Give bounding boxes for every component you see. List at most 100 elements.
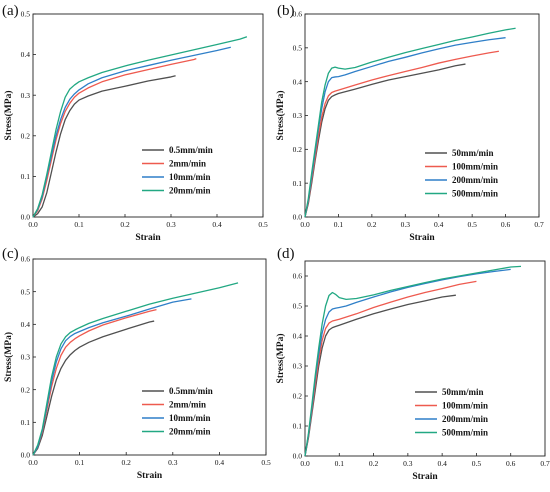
x-tick-label: 0.1 <box>74 220 84 229</box>
legend-entry: 200mm/min <box>452 175 498 185</box>
legend-entry: 2mm/min <box>169 159 206 169</box>
legend-entry: 10mm/min <box>169 172 211 182</box>
y-tick-label: 0.4 <box>21 50 31 59</box>
y-tick-label: 0.1 <box>293 179 303 188</box>
x-tick-label: 0.1 <box>335 459 345 468</box>
y-tick-label: 0.1 <box>21 172 31 181</box>
chart-panel: 0.0 0.1 0.2 0.3 0.4 0.5 0.0 0.1 0.2 0.3 0.4 0.5 0.6 S… <box>0 243 275 487</box>
y-tick-label: 0.3 <box>21 91 31 100</box>
y-tick-label: 0.4 <box>293 77 303 86</box>
x-tick-label: 0.2 <box>120 220 130 229</box>
x-tick-label: 0.2 <box>369 459 379 468</box>
series-line <box>32 36 248 218</box>
y-tick-label: 0.3 <box>21 353 31 362</box>
y-tick-label: 0.1 <box>293 422 303 431</box>
chart-panel: 0.0 0.1 0.2 0.3 0.4 0.5 0.0 0.1 0.2 0.3 0.4 0.5 Stra… <box>0 0 275 243</box>
x-tick-label: 0.3 <box>403 459 413 468</box>
legend-entry: 20mm/min <box>169 427 211 437</box>
x-tick-label: 0.2 <box>122 458 132 467</box>
series-line <box>32 75 176 218</box>
y-tick-label: 0.5 <box>21 10 31 19</box>
chart-svg: 0.0 0.1 0.2 0.3 0.4 0.5 0.0 0.1 0.2 0.3 0.4 0.5 Stra… <box>2 3 268 243</box>
y-tick-label: 0.4 <box>21 320 31 329</box>
series-line <box>304 50 499 218</box>
x-tick-label: 0.2 <box>367 220 377 229</box>
x-tick-label: 0.7 <box>540 459 550 468</box>
x-tick-label: 0.6 <box>506 459 516 468</box>
y-tick-label: 0.0 <box>21 213 31 222</box>
x-tick-label: 0.4 <box>212 220 222 229</box>
x-tick-label: 0.7 <box>534 220 544 229</box>
y-tick-label: 0.2 <box>293 392 303 401</box>
chart-svg: 0.0 0.1 0.2 0.3 0.4 0.5 0.0 0.1 0.2 0.3 0.4 0.5 0.6 S… <box>2 246 271 481</box>
legend-entry: 0.5mm/min <box>169 145 213 155</box>
y-tick-label: 0.0 <box>293 452 303 461</box>
series-line <box>32 282 239 456</box>
panel-label: (b) <box>277 3 295 19</box>
y-tick-label: 0.2 <box>21 385 31 394</box>
x-tick-label: 0.5 <box>261 458 271 467</box>
x-tick-label: 0.3 <box>401 220 411 229</box>
series-line <box>304 294 456 457</box>
x-tick-label: 0.0 <box>28 458 38 467</box>
y-tick-label: 0.6 <box>21 255 31 264</box>
x-tick-label: 0.3 <box>168 458 178 467</box>
legend-entry: 100mm/min <box>452 162 498 172</box>
chart-panel: 0.0 0.1 0.2 0.3 0.4 0.5 0.6 0.7 0.0 0.1 0.2 0.3 0.4 0… <box>275 243 550 487</box>
y-tick-label: 0.5 <box>293 43 303 52</box>
y-axis-title: Stress(MPa) <box>275 334 286 384</box>
y-axis-title: Stress(MPa) <box>3 332 14 382</box>
x-tick-label: 0.4 <box>215 458 225 467</box>
legend-entry: 100mm/min <box>442 401 488 411</box>
y-axis-title: Stress(MPa) <box>275 91 286 141</box>
y-tick-label: 0.6 <box>293 10 303 19</box>
legend-entry: 10mm/min <box>169 413 211 423</box>
y-tick-label: 0.1 <box>21 418 31 427</box>
legend-entry: 50mm/min <box>442 387 484 397</box>
legend-entry: 50mm/min <box>452 148 494 158</box>
chart-panel: 0.0 0.1 0.2 0.3 0.4 0.5 0.6 0.7 0.0 0.1 0.2 0.3 0.4 0… <box>275 0 550 243</box>
y-tick-label: 0.3 <box>293 362 303 371</box>
plot-frame <box>304 13 540 218</box>
x-tick-label: 0.3 <box>166 220 176 229</box>
legend-entry: 0.5mm/min <box>169 386 213 396</box>
y-axis-title: Stress(MPa) <box>3 91 14 141</box>
chart-svg: 0.0 0.1 0.2 0.3 0.4 0.5 0.6 0.7 0.0 0.1 0.2 0.3 0.4 0… <box>275 3 544 243</box>
plot-frame <box>32 13 264 218</box>
legend-entry: 20mm/min <box>169 186 211 196</box>
x-tick-label: 0.1 <box>75 458 85 467</box>
y-tick-label: 0.4 <box>293 332 303 341</box>
plot-frame <box>304 260 546 457</box>
x-tick-label: 0.6 <box>501 220 511 229</box>
x-axis-title: Strain <box>409 233 435 243</box>
x-axis-title: Strain <box>137 471 163 481</box>
panel-label: (c) <box>2 246 19 262</box>
legend-entry: 500mm/min <box>442 428 488 438</box>
legend-entry: 2mm/min <box>169 400 206 410</box>
x-tick-label: 0.1 <box>334 220 344 229</box>
x-tick-label: 0.0 <box>300 220 310 229</box>
x-tick-label: 0.5 <box>472 459 482 468</box>
y-tick-label: 0.2 <box>21 131 31 140</box>
y-tick-label: 0.3 <box>293 111 303 120</box>
x-tick-label: 0.5 <box>467 220 477 229</box>
panel-label: (a) <box>2 3 19 19</box>
y-tick-label: 0.5 <box>21 287 31 296</box>
y-tick-label: 0.0 <box>293 213 303 222</box>
y-tick-label: 0.5 <box>293 302 303 311</box>
series-line <box>32 58 197 218</box>
series-line <box>304 265 522 457</box>
panel-label: (d) <box>277 246 295 262</box>
x-axis-title: Strain <box>135 233 161 243</box>
legend-entry: 200mm/min <box>442 414 488 424</box>
x-axis-title: Strain <box>412 472 438 482</box>
x-tick-label: 0.0 <box>300 459 310 468</box>
series-line <box>32 320 155 456</box>
y-tick-label: 0.6 <box>293 272 303 281</box>
x-tick-label: 0.4 <box>434 220 444 229</box>
series-line <box>304 27 516 218</box>
x-tick-label: 0.0 <box>28 220 38 229</box>
x-tick-label: 0.5 <box>258 220 268 229</box>
series-line <box>304 280 477 457</box>
